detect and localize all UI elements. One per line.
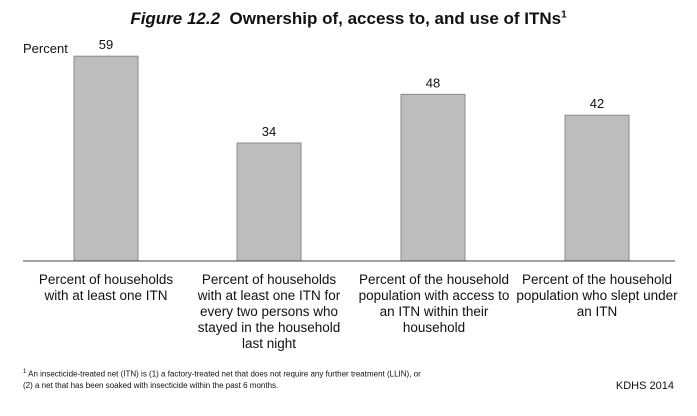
category-label-1: Percent of households with at least one … xyxy=(38,272,174,303)
footnote: 1 An insecticide-treated net (ITN) is (1… xyxy=(23,367,543,391)
bar-value-label-4: 42 xyxy=(590,96,604,111)
source-label: KDHS 2014 xyxy=(615,380,674,392)
chart-title: Figure 12.2 Ownership of, access to, and… xyxy=(0,9,697,29)
y-axis-label: Percent xyxy=(23,41,68,56)
bar-1 xyxy=(73,55,139,262)
bar-4 xyxy=(564,114,630,262)
footnote-line-1: An insecticide-treated net (ITN) is (1) … xyxy=(28,369,421,379)
footnote-mark: 1 xyxy=(23,369,27,375)
title-text: Ownership of, access to, and use of ITNs xyxy=(229,9,562,28)
bar-3 xyxy=(400,93,466,262)
bar-2 xyxy=(236,142,302,262)
category-label-3: Percent of the household population with… xyxy=(358,272,510,335)
bar-value-label-2: 34 xyxy=(262,124,276,139)
bar-value-label-1: 59 xyxy=(99,37,113,52)
title-footnote-mark: 1 xyxy=(561,9,567,21)
bar-value-label-3: 48 xyxy=(426,75,440,90)
category-label-2: Percent of households with at least one … xyxy=(197,272,341,351)
category-label-4: Percent of the household population who … xyxy=(516,272,678,319)
figure-label: Figure 12.2 xyxy=(130,9,221,28)
bar-chart: 59 34 48 42 xyxy=(23,37,675,262)
footnote-line-2: (2) a net that has been soaked with inse… xyxy=(23,380,279,390)
